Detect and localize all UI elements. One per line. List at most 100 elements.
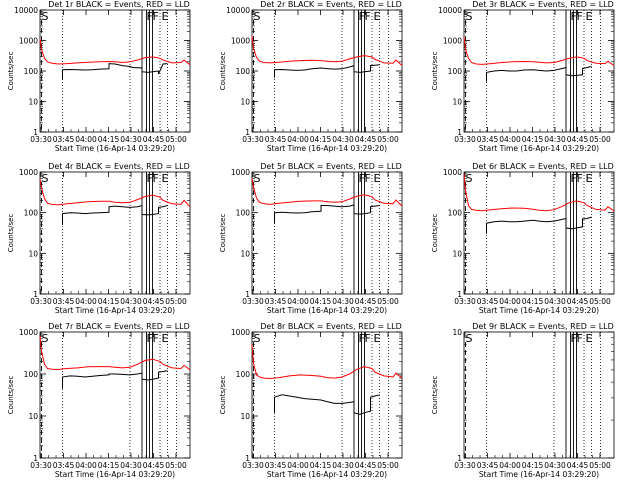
- marker-e: E: [586, 10, 593, 23]
- y-tick-label: 10: [240, 98, 250, 107]
- x-tick-label: 03:30: [454, 461, 476, 470]
- y-tick-label: 1000: [231, 328, 250, 337]
- y-tick-label: 10: [28, 249, 38, 258]
- y-tick-label: 100: [236, 67, 251, 76]
- y-tick-label: 100: [236, 209, 251, 218]
- series-lld: [39, 179, 191, 208]
- y-tick-label: 1: [33, 454, 38, 463]
- y-tick-label: 1000: [19, 328, 38, 337]
- x-tick-label: 04:45: [143, 297, 165, 306]
- x-tick-label: 04:45: [143, 461, 165, 470]
- y-tick-label: 100: [448, 209, 463, 218]
- series-events: [274, 204, 380, 224]
- x-tick-label: 04:15: [522, 135, 544, 144]
- marker-s: S: [42, 332, 49, 345]
- x-tick-label: 03:45: [53, 297, 75, 306]
- y-axis-label: Counts/sec: [219, 214, 227, 253]
- x-tick-label: 04:45: [355, 461, 377, 470]
- panel-title: Det 8r BLACK = Events, RED = LLD: [260, 322, 402, 331]
- y-tick-label: 10000: [226, 6, 250, 15]
- marker-s: S: [466, 172, 473, 185]
- panel-det-5: Det 5r BLACK = Events, RED = LLD 1 10 100 10…: [219, 162, 403, 315]
- x-tick-label: 05:00: [377, 135, 399, 144]
- marker-f: F: [153, 332, 159, 345]
- x-tick-label: 05:00: [377, 297, 399, 306]
- x-tick-label: 04:00: [499, 135, 521, 144]
- series-events: [62, 204, 168, 225]
- x-axis-label: Start Time (16-Apr-14 03:29:20): [479, 470, 599, 479]
- marker-f: F: [359, 332, 365, 345]
- panel-det-4: Det 4r BLACK = Events, RED = LLD 1 10 100 10…: [7, 162, 191, 315]
- panel-title: Det 6r BLACK = Events, RED = LLD: [472, 162, 614, 171]
- x-tick-label: 03:30: [30, 135, 52, 144]
- plot-frame: [251, 171, 403, 295]
- series-lld: [39, 336, 191, 371]
- y-tick-label: 100: [448, 67, 463, 76]
- x-axis-label: Start Time (16-Apr-14 03:29:20): [267, 306, 387, 315]
- marker-e: E: [162, 172, 169, 185]
- y-tick-label: 1000: [231, 168, 250, 177]
- series-events: [62, 63, 168, 79]
- panel-title: Det 1r BLACK = Events, RED = LLD: [48, 0, 190, 9]
- series-events: [274, 64, 380, 78]
- marker-f: F: [577, 10, 583, 23]
- panel-det-8: Det 8r BLACK = Events, RED = LLD 1 10 100 10…: [219, 322, 403, 479]
- x-tick-label: 05:00: [589, 461, 611, 470]
- marker-e: E: [374, 172, 381, 185]
- x-axis-label: Start Time (16-Apr-14 03:29:20): [479, 306, 599, 315]
- y-tick-label: 1000: [231, 37, 250, 46]
- y-tick-label: 1: [245, 454, 250, 463]
- marker-s: S: [254, 10, 261, 23]
- y-axis-label: Counts/sec: [219, 52, 227, 91]
- marker-f: F: [147, 10, 153, 23]
- marker-s: S: [254, 332, 261, 345]
- x-tick-label: 04:15: [310, 461, 332, 470]
- marker-e: E: [162, 10, 169, 23]
- y-tick-label: 1000: [443, 168, 462, 177]
- marker-e: E: [374, 332, 381, 345]
- x-axis-label: Start Time (16-Apr-14 03:29:20): [479, 144, 599, 153]
- x-tick-label: 04:30: [544, 461, 566, 470]
- y-tick-label: 100: [24, 370, 39, 379]
- y-axis-label: Counts/sec: [219, 376, 227, 415]
- marker-f: F: [147, 172, 153, 185]
- x-tick-label: 04:00: [75, 297, 97, 306]
- panel-det-9: Det 9r BLACK = Events, RED = LLD 1 10 03:30…: [431, 322, 615, 479]
- x-tick-label: 04:30: [332, 297, 354, 306]
- y-tick-label: 10: [28, 412, 38, 421]
- marker-e: E: [586, 172, 593, 185]
- y-axis-label: Counts/sec: [7, 52, 15, 91]
- x-tick-label: 04:30: [332, 461, 354, 470]
- y-tick-label: 1: [457, 290, 462, 299]
- y-tick-label: 1: [245, 128, 250, 137]
- x-tick-label: 04:30: [120, 461, 142, 470]
- y-tick-label: 1: [245, 290, 250, 299]
- x-tick-label: 03:30: [242, 297, 264, 306]
- y-tick-label: 100: [24, 209, 39, 218]
- marker-f: F: [365, 332, 371, 345]
- marker-s: S: [466, 332, 473, 345]
- x-tick-label: 03:30: [454, 297, 476, 306]
- x-tick-label: 04:15: [98, 135, 120, 144]
- y-tick-label: 10: [28, 98, 38, 107]
- x-tick-label: 04:15: [98, 461, 120, 470]
- x-tick-label: 04:00: [75, 461, 97, 470]
- x-tick-label: 04:30: [120, 297, 142, 306]
- x-tick-label: 03:30: [30, 461, 52, 470]
- y-axis-label: Counts/sec: [7, 214, 15, 253]
- y-tick-label: 10000: [438, 6, 462, 15]
- x-tick-label: 04:30: [544, 135, 566, 144]
- marker-f: F: [153, 172, 159, 185]
- y-tick-label: 1: [33, 128, 38, 137]
- series-lld: [39, 39, 191, 66]
- x-axis-label: Start Time (16-Apr-14 03:29:20): [55, 306, 175, 315]
- y-tick-label: 100: [24, 67, 39, 76]
- plot-frame: [463, 331, 615, 459]
- x-tick-label: 04:15: [310, 135, 332, 144]
- marker-s: S: [42, 172, 49, 185]
- marker-f: F: [577, 172, 583, 185]
- series-lld: [251, 344, 403, 380]
- x-tick-label: 04:45: [567, 135, 589, 144]
- marker-f: F: [571, 172, 577, 185]
